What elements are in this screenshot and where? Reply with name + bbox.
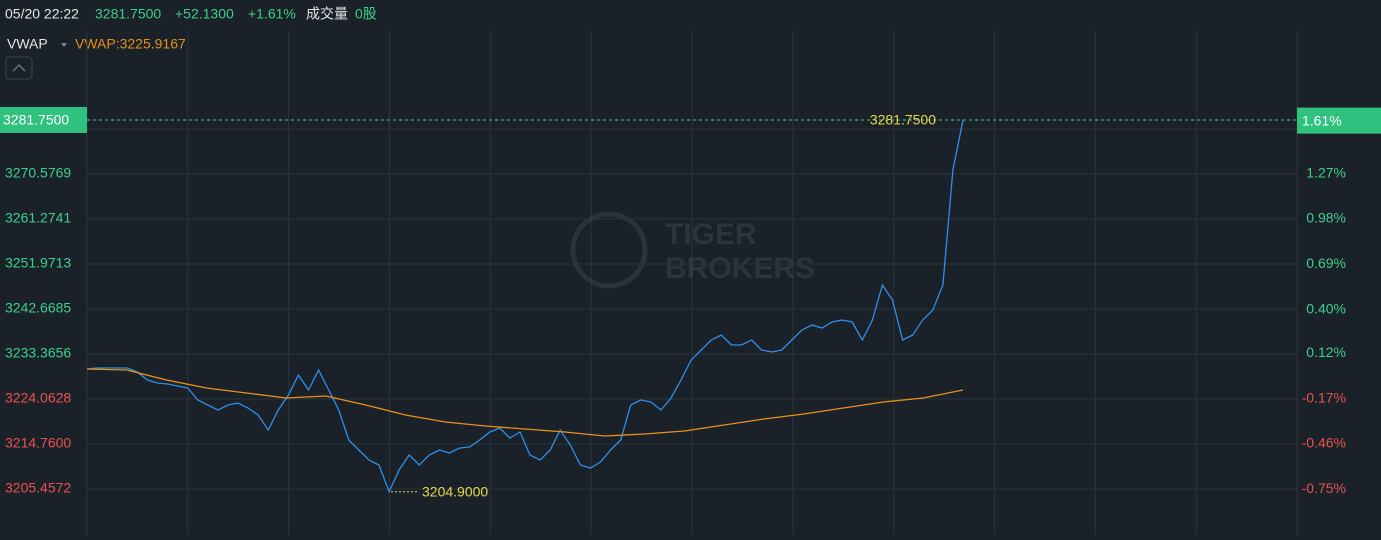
y2-tick-label: -0.46% bbox=[1302, 435, 1346, 451]
watermark-logo bbox=[570, 211, 648, 289]
indicator-dropdown[interactable] bbox=[61, 43, 67, 47]
vwap-line bbox=[86, 368, 964, 437]
header-change: +52.1300 bbox=[175, 6, 234, 22]
watermark-text: TIGER bbox=[665, 218, 757, 251]
y-tick-label: 3214.7600 bbox=[5, 435, 71, 451]
watermark: TIGER BROKERS bbox=[570, 211, 815, 289]
collapse-icon bbox=[12, 63, 26, 72]
y-tick-label: 3205.4572 bbox=[5, 480, 71, 496]
indicator-name[interactable]: VWAP bbox=[7, 36, 48, 52]
last-price-badge bbox=[0, 106, 87, 133]
price-line bbox=[86, 119, 964, 494]
y-tick-label: 3233.3656 bbox=[5, 345, 71, 361]
watermark-text: BROKERS bbox=[665, 252, 815, 285]
y2-tick-label: 0.12% bbox=[1306, 344, 1346, 360]
y2-tick-label: 0.40% bbox=[1306, 300, 1346, 316]
last-pct-label: 1.61% bbox=[1302, 112, 1342, 128]
y2-tick-label: 0.69% bbox=[1306, 255, 1346, 271]
header-price: 3281.7500 bbox=[95, 6, 161, 22]
indicator-value: VWAP:3225.9167 bbox=[75, 36, 186, 52]
y-tick-label: 3261.2741 bbox=[5, 210, 71, 226]
vertical-grid bbox=[86, 30, 1298, 535]
header-change-pct: +1.61% bbox=[248, 6, 296, 22]
y2-tick-label: -0.75% bbox=[1302, 480, 1346, 496]
header-date: 05/20 22:22 bbox=[5, 6, 79, 22]
last-pct-badge bbox=[1297, 107, 1381, 134]
y-tick-label: 3270.5769 bbox=[5, 165, 71, 181]
y2-tick-label: 0.98% bbox=[1306, 210, 1346, 226]
header-volume: 0股 bbox=[355, 6, 377, 22]
collapse-button[interactable] bbox=[5, 56, 33, 80]
y-tick-label: 3224.0628 bbox=[5, 390, 71, 406]
y-tick-label: 3242.6685 bbox=[5, 300, 71, 316]
y-tick-label: 3251.9713 bbox=[5, 255, 71, 271]
high-label: 3281.7500 bbox=[870, 112, 936, 128]
last-price-label: 3281.7500 bbox=[3, 112, 69, 128]
low-label: 3204.9000 bbox=[422, 483, 488, 499]
header-volume-label: 成交量 bbox=[306, 6, 348, 22]
y2-tick-label: 1.27% bbox=[1306, 164, 1346, 180]
y2-tick-label: -0.17% bbox=[1302, 389, 1346, 405]
